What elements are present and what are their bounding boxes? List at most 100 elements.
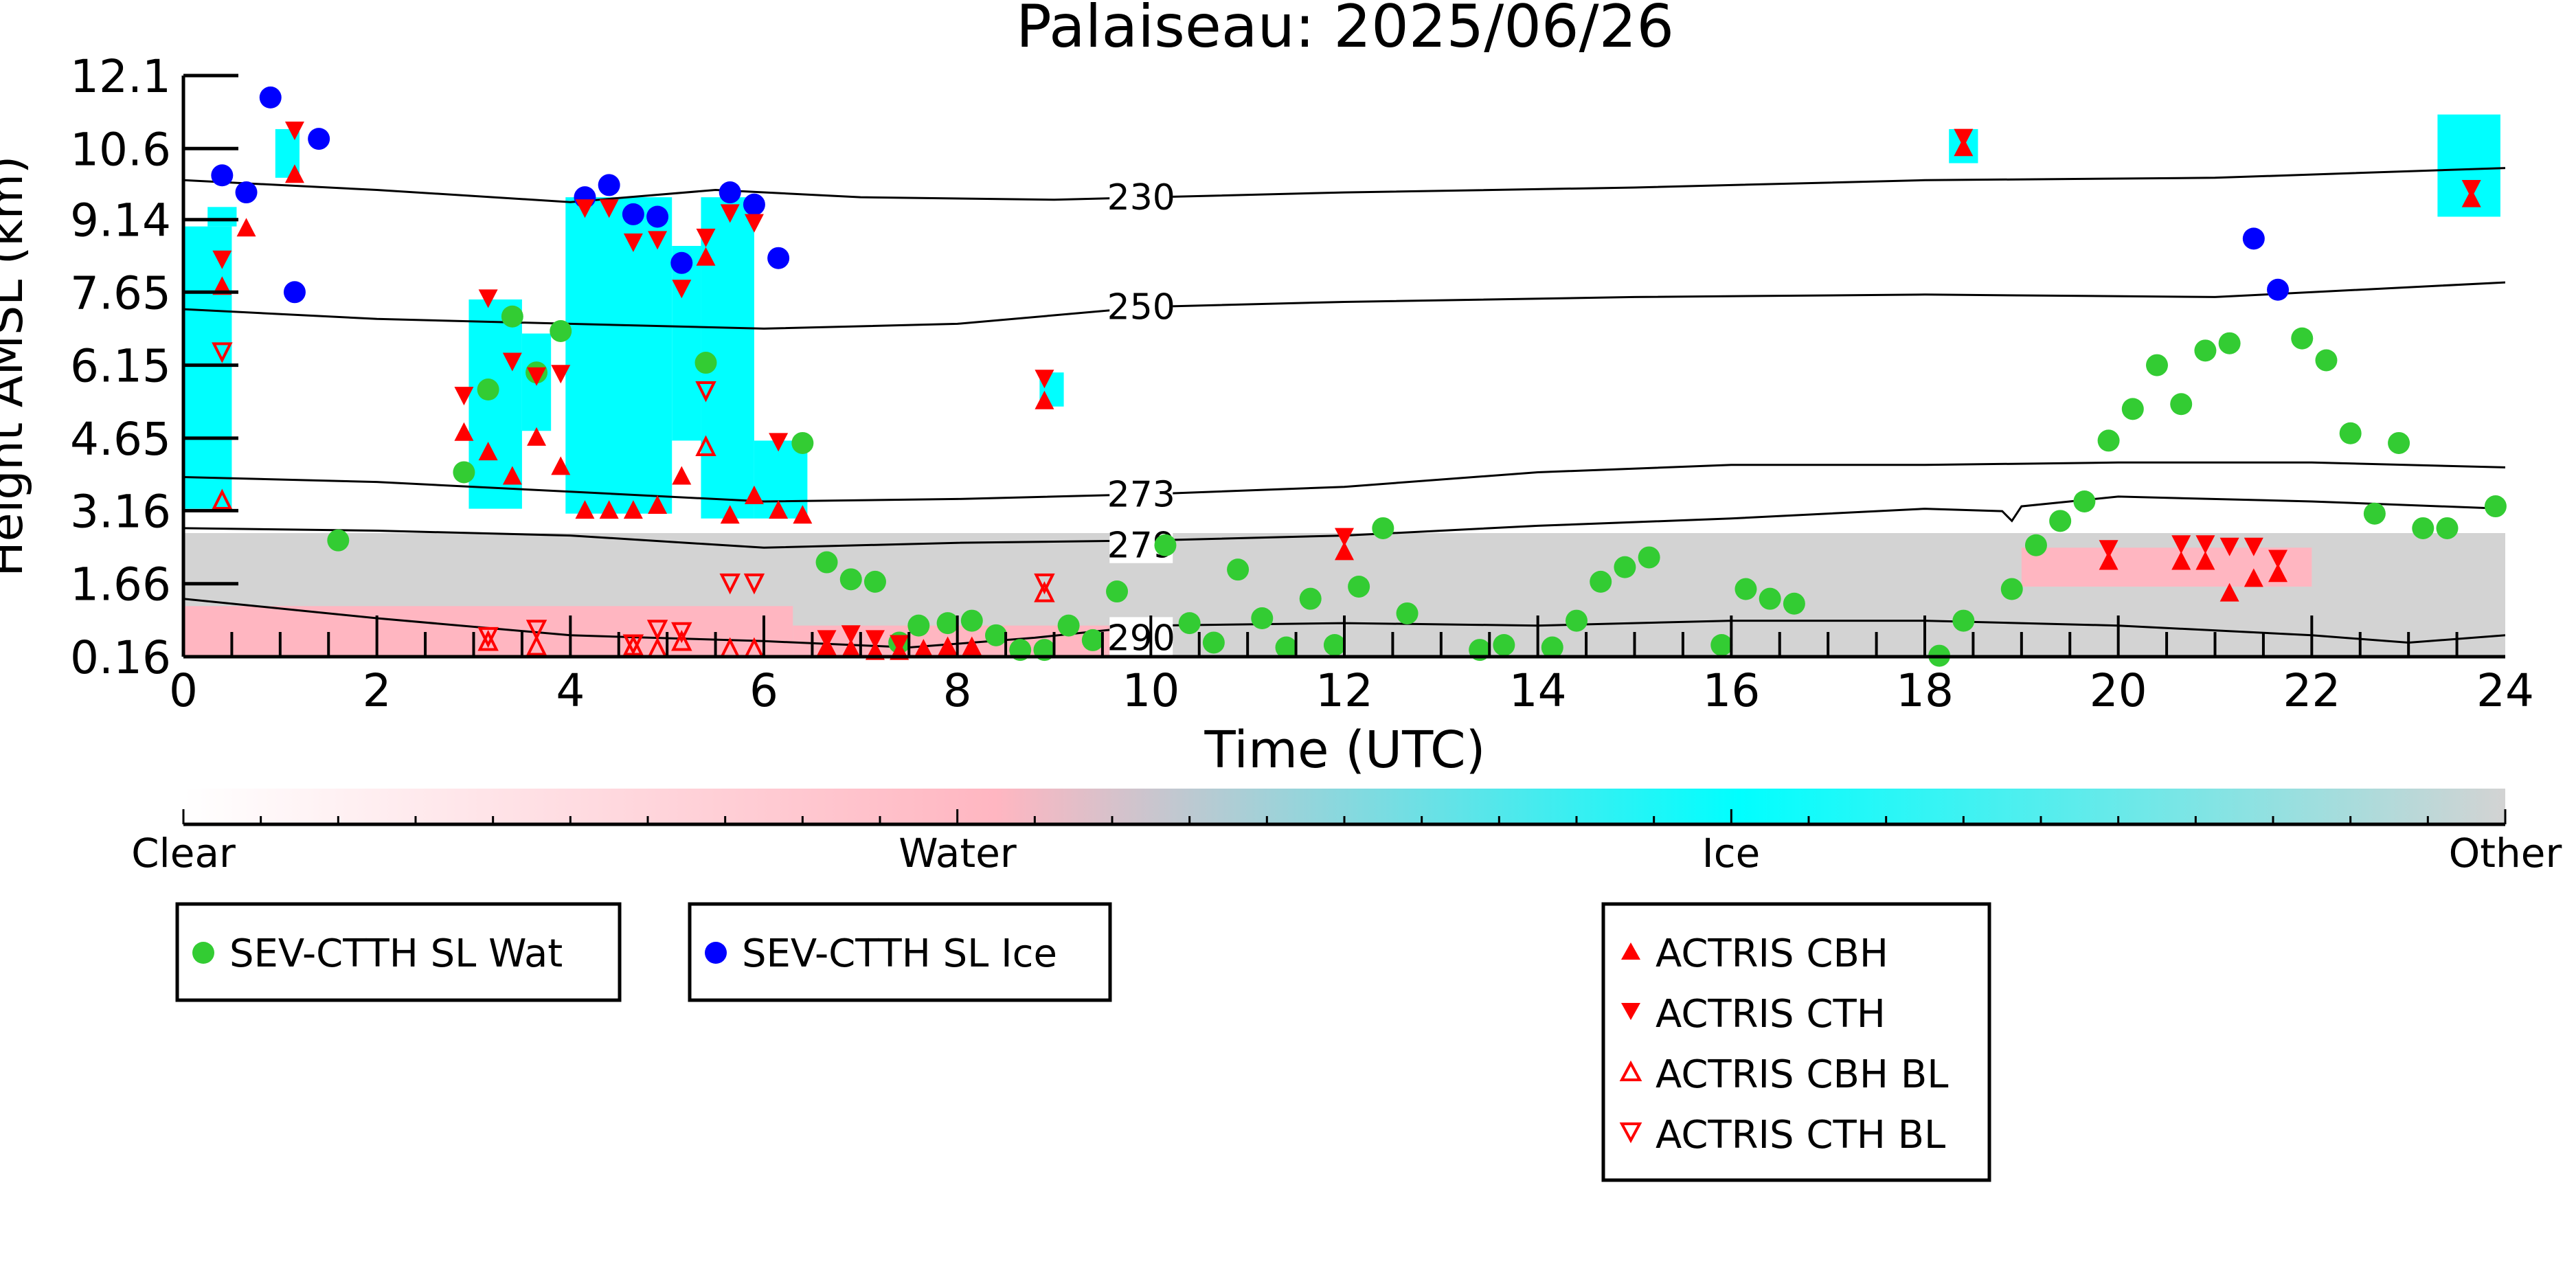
marker-sev-ctth-sl-wat [550, 319, 572, 342]
marker-sev-ctth-sl-ice [2242, 227, 2265, 250]
marker-actris-cth [2099, 540, 2119, 559]
marker-actris-cbh-bl [212, 488, 233, 510]
marker-sev-ctth-sl-wat [1952, 609, 1975, 632]
marker-sev-ctth-sl-wat [2388, 431, 2410, 454]
marker-actris-cth-bl [646, 620, 668, 641]
marker-actris-cth [2219, 537, 2239, 556]
marker-sev-ctth-sl-wat [1178, 612, 1201, 635]
contour-line-230 [183, 167, 2505, 203]
marker-actris-cth [454, 387, 474, 406]
marker-sev-ctth-sl-wat [1372, 517, 1394, 539]
marker-sev-ctth-sl-ice [283, 281, 306, 304]
x-tick-label: 16 [1702, 664, 1760, 717]
y-tick-label: 4.65 [70, 413, 171, 466]
contour-label-250: 250 [1107, 287, 1175, 328]
marker-actris-cbh [623, 500, 643, 519]
marker-actris-cth [672, 280, 692, 299]
marker-actris-cbh-bl [526, 635, 547, 656]
marker-sev-ctth-sl-wat [501, 305, 523, 328]
marker-sev-ctth-sl-wat [1783, 592, 1805, 615]
marker-actris-cbh [236, 218, 256, 237]
x-axis-label: Time (UTC) [1204, 721, 1485, 780]
y-tick-label: 0.16 [70, 631, 171, 684]
legend-marker-actris-cbh [1621, 942, 1640, 960]
marker-sev-ctth-sl-wat [2291, 327, 2314, 350]
marker-sev-ctth-sl-wat [791, 431, 814, 454]
marker-sev-ctth-sl-ice [211, 164, 234, 187]
marker-actris-cth-bl [719, 573, 741, 595]
marker-sev-ctth-sl-ice [743, 193, 765, 216]
legend-box [1601, 902, 1991, 1182]
marker-sev-ctth-sl-wat [2194, 339, 2217, 362]
y-tick-label: 6.15 [70, 340, 171, 393]
legend-box [688, 902, 1112, 1002]
marker-actris-cbh [2099, 551, 2119, 570]
marker-sev-ctth-sl-wat [1735, 578, 1757, 600]
marker-sev-ctth-sl-wat [2412, 517, 2434, 539]
legend-actris: ACTRIS CBH ACTRIS CTH ACTRIS CBH BL ACTR… [1601, 902, 1991, 1182]
marker-sev-ctth-sl-wat [694, 352, 717, 374]
marker-sev-ctth-sl-ice [2267, 278, 2290, 301]
marker-actris-cbh [841, 639, 861, 658]
marker-actris-cth [502, 352, 522, 372]
marker-actris-cth [744, 214, 764, 233]
marker-sev-ctth-sl-wat [1759, 587, 1781, 610]
x-tick-label: 0 [169, 664, 198, 717]
marker-actris-cbh [2171, 551, 2191, 570]
marker-sev-ctth-sl-wat [863, 570, 886, 593]
marker-sev-ctth-sl-wat [2170, 393, 2193, 416]
marker-sev-ctth-sl-wat [477, 379, 499, 401]
marker-sev-ctth-sl-wat [1614, 556, 1636, 578]
ice-mask [207, 207, 237, 227]
marker-sev-ctth-sl-wat [1710, 633, 1733, 656]
marker-sev-ctth-sl-wat [985, 624, 1007, 646]
contour-line-279 [183, 495, 2505, 549]
marker-sev-ctth-sl-ice [598, 174, 620, 196]
marker-actris-cth [2195, 535, 2215, 554]
marker-sev-ctth-sl-wat [2146, 354, 2168, 376]
series-sev-ctth-sl-wat [327, 305, 2507, 667]
marker-sev-ctth-sl-wat [1227, 558, 1250, 581]
ice-mask [183, 226, 232, 509]
marker-actris-cbh [575, 500, 595, 519]
marker-actris-cth [1335, 528, 1354, 547]
marker-sev-ctth-sl-wat [1106, 580, 1129, 603]
marker-sev-ctth-sl-ice [622, 203, 644, 225]
marker-actris-cbh [696, 247, 716, 266]
marker-actris-cth [769, 433, 789, 452]
legend-marker-actris-cth-bl [1619, 1122, 1642, 1144]
legend-label-actris-cth-bl: ACTRIS CTH BL [1656, 1113, 1945, 1157]
colorbar-label-clear: Clear [131, 830, 236, 877]
chart-title: Palaiseau: 2025/06/26 [1016, 0, 1674, 61]
marker-actris-cth [865, 630, 885, 649]
marker-actris-cth [890, 635, 909, 654]
marker-sev-ctth-sl-wat [2097, 429, 2120, 452]
x-tick-label: 18 [1896, 664, 1954, 717]
marker-actris-cth [212, 250, 232, 269]
marker-actris-cth-bl [622, 634, 644, 655]
x-tick-label: 8 [943, 664, 972, 717]
marker-actris-cth [696, 228, 716, 247]
marker-actris-cbh [284, 164, 304, 183]
data-series [211, 86, 2507, 667]
ice-mask [565, 197, 673, 514]
y-tick-label: 3.16 [70, 485, 171, 538]
x-tick-label: 12 [1315, 664, 1373, 717]
marker-sev-ctth-sl-wat [839, 568, 862, 591]
marker-actris-cth [1954, 128, 1974, 148]
marker-actris-cth [841, 625, 861, 644]
legend-box [175, 902, 622, 1002]
marker-actris-cth [720, 204, 740, 223]
marker-actris-cbh [769, 500, 789, 519]
marker-actris-cbh [793, 505, 813, 524]
marker-sev-ctth-sl-wat [2436, 517, 2459, 539]
x-tick-label: 22 [2283, 664, 2340, 717]
marker-actris-cth-bl [212, 342, 233, 363]
legend-marker-actris-cth [1621, 1003, 1640, 1020]
marker-sev-ctth-sl-wat [1323, 633, 1346, 656]
marker-sev-ctth-sl-wat [2024, 534, 2047, 556]
marker-actris-cbh-bl [477, 629, 499, 651]
marker-actris-cth [478, 289, 498, 308]
legend-label-actris-cth: ACTRIS CTH [1656, 992, 1886, 1037]
